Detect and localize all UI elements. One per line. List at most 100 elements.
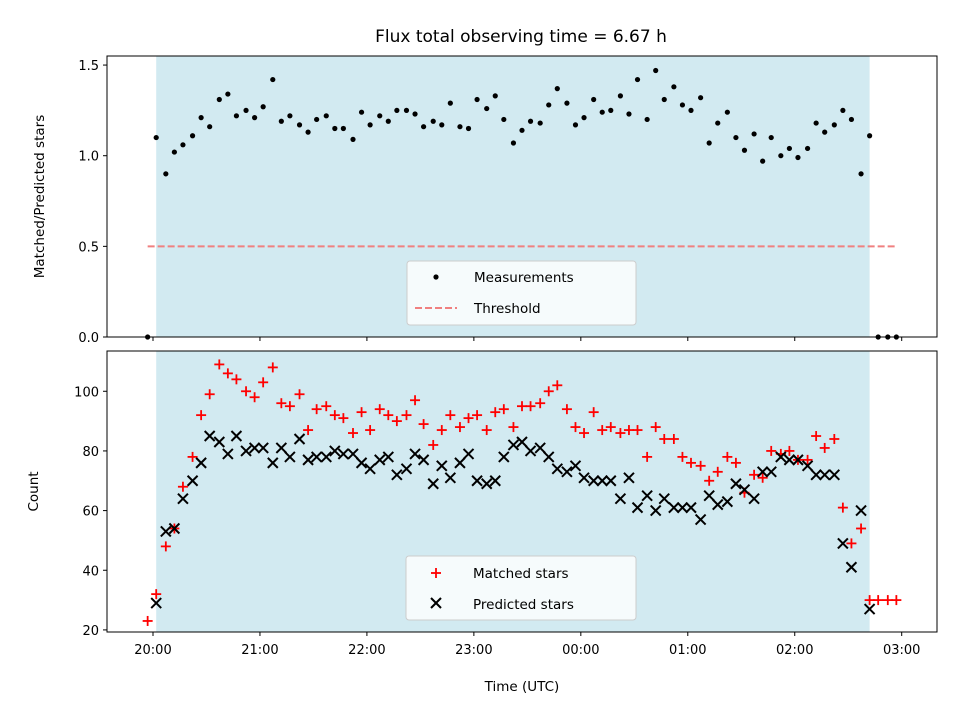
matched-star-marker bbox=[187, 451, 198, 462]
matched-star-marker bbox=[784, 445, 795, 456]
y-axis-ticks: 20 40 60 80 100 bbox=[74, 385, 107, 639]
matched-star-marker bbox=[543, 386, 554, 397]
legend: Measurements Threshold bbox=[406, 260, 637, 326]
matched-star-marker bbox=[605, 422, 616, 433]
measurement-point bbox=[644, 116, 650, 123]
measurement-point bbox=[724, 109, 730, 115]
predicted-star-marker bbox=[427, 478, 439, 490]
predicted-star-marker bbox=[676, 501, 689, 514]
matched-star-marker bbox=[525, 401, 536, 412]
y-tick-label: 40 bbox=[82, 564, 99, 579]
matched-star-marker bbox=[276, 398, 287, 409]
predicted-star-marker bbox=[150, 597, 162, 609]
predicted-star-marker bbox=[614, 492, 627, 505]
predicted-star-marker bbox=[471, 475, 483, 487]
measurement-point bbox=[813, 120, 819, 126]
predicted-star-marker bbox=[240, 445, 252, 457]
matched-star-marker bbox=[508, 422, 519, 433]
predicted-star-marker bbox=[177, 492, 189, 505]
measurement-point bbox=[510, 140, 517, 146]
measurement-point bbox=[617, 93, 624, 99]
measurement-point bbox=[314, 116, 320, 123]
measurement-point bbox=[688, 107, 694, 113]
measurement-point bbox=[385, 118, 391, 124]
measurement-point bbox=[243, 107, 249, 113]
predicted-star-marker bbox=[783, 454, 796, 466]
matched-star-marker bbox=[685, 457, 696, 468]
measurement-point bbox=[804, 145, 811, 152]
y-axis-label: Matched/Predicted stars bbox=[32, 115, 48, 278]
y-tick-label: 1.5 bbox=[78, 59, 99, 74]
matched-star-marker bbox=[294, 389, 305, 400]
measurement-point bbox=[332, 125, 338, 132]
predicted-star-marker bbox=[498, 451, 510, 463]
measurement-point bbox=[216, 96, 222, 103]
measurement-point bbox=[225, 91, 231, 97]
matched-star-marker bbox=[882, 595, 893, 606]
matched-star-marker bbox=[204, 389, 215, 400]
x-axis-ticks: 20:00 21:00 22:00 23:00 00:00 01:00 02:00 03:00 bbox=[134, 632, 920, 658]
legend: Matched stars Predicted stars bbox=[405, 555, 637, 621]
y-axis-label: Count bbox=[26, 471, 42, 511]
measurement-point bbox=[661, 96, 667, 103]
matched-star-marker bbox=[365, 425, 376, 436]
measurement-point bbox=[163, 171, 169, 177]
matched-star-marker bbox=[177, 481, 188, 492]
y-tick-label: 100 bbox=[74, 385, 99, 400]
matched-star-marker bbox=[472, 410, 483, 421]
matched-star-marker bbox=[561, 404, 572, 415]
measurement-point bbox=[867, 133, 873, 139]
axes-frame bbox=[106, 55, 938, 338]
x-tick-label: 03:00 bbox=[883, 643, 920, 658]
matched-star-marker bbox=[303, 425, 314, 436]
x-tick-label: 23:00 bbox=[455, 643, 492, 658]
matched-star-marker bbox=[632, 425, 643, 436]
measurement-point bbox=[252, 115, 258, 121]
predicted-star-marker bbox=[337, 448, 350, 460]
matched-star-marker bbox=[864, 595, 875, 606]
matched-star-marker bbox=[436, 425, 447, 436]
predicted-star-marker bbox=[748, 492, 760, 505]
matched-star-marker bbox=[498, 404, 509, 415]
matched-star-marker bbox=[642, 451, 653, 462]
predicted-star-marker bbox=[248, 442, 261, 454]
measurement-point bbox=[296, 122, 303, 128]
predicted-star-marker bbox=[267, 457, 279, 469]
measurement-points bbox=[145, 67, 899, 340]
chart-title: Flux total observing time = 6.67 h bbox=[375, 27, 667, 47]
predicted-star-marker bbox=[792, 454, 804, 466]
measurement-point bbox=[671, 84, 677, 90]
y-axis-ticks: 0.0 0.5 1.0 1.5 bbox=[78, 59, 107, 346]
predicted-star-marker bbox=[587, 475, 600, 487]
matched-star-marker bbox=[329, 410, 340, 421]
measurement-point bbox=[207, 124, 213, 130]
matched-star-marker bbox=[659, 433, 670, 444]
measurement-point bbox=[608, 107, 614, 113]
matched-star-marker bbox=[356, 407, 367, 418]
matched-star-marker bbox=[401, 410, 412, 421]
legend-marker-measurements bbox=[433, 274, 439, 280]
matched-star-marker bbox=[757, 472, 768, 483]
measurement-point bbox=[653, 67, 659, 74]
predicted-star-marker bbox=[810, 469, 822, 481]
predicted-star-marker bbox=[160, 525, 172, 538]
matched-star-marker bbox=[517, 401, 527, 412]
measurement-point bbox=[564, 100, 570, 106]
legend-label-measurements: Measurements bbox=[474, 270, 574, 286]
x-tick-label: 21:00 bbox=[241, 643, 278, 658]
measurement-point bbox=[698, 95, 704, 101]
y-tick-label: 1.0 bbox=[78, 150, 99, 165]
measurement-point bbox=[626, 111, 632, 117]
predicted-star-marker bbox=[168, 522, 181, 535]
measurement-point bbox=[465, 125, 472, 132]
predicted-star-marker bbox=[561, 466, 573, 478]
predicted-star-marker bbox=[454, 457, 466, 469]
measurement-point bbox=[403, 107, 410, 113]
predicted-star-marker bbox=[631, 501, 644, 514]
measurement-point bbox=[260, 104, 266, 110]
matched-star-marker bbox=[802, 454, 813, 465]
matched-star-marker bbox=[463, 413, 474, 424]
measurement-point bbox=[848, 116, 855, 123]
matched-star-marker bbox=[142, 615, 153, 626]
